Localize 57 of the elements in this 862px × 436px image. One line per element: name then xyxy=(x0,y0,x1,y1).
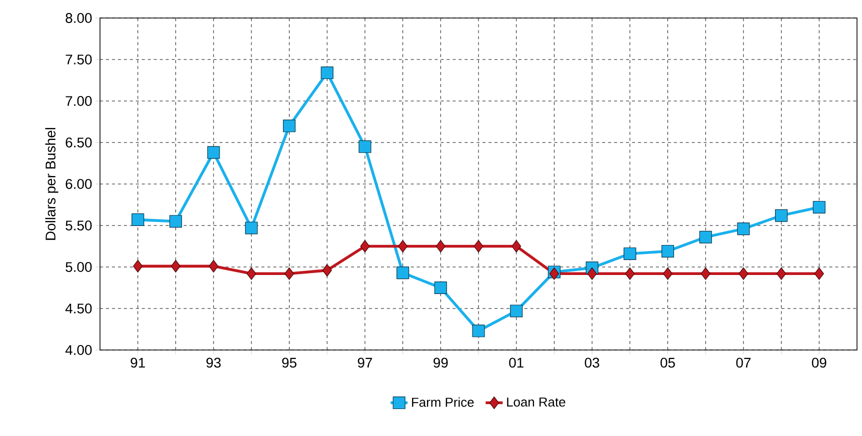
point xyxy=(661,244,674,258)
point xyxy=(436,240,446,253)
x-tick-label: 09 xyxy=(812,358,826,368)
point xyxy=(396,266,410,280)
point xyxy=(169,215,182,228)
point xyxy=(133,260,143,272)
y-tick-label: 6.50 xyxy=(66,138,92,148)
point xyxy=(587,267,597,280)
point xyxy=(434,281,447,294)
y-tick-label: 5.00 xyxy=(66,262,92,272)
point xyxy=(207,146,220,159)
point xyxy=(625,267,635,280)
point xyxy=(737,222,750,236)
point xyxy=(170,260,180,272)
x-tick-label: 05 xyxy=(660,358,675,368)
y-axis-title: Dollars per Bushel xyxy=(45,128,58,240)
y-tick-label: 8.00 xyxy=(66,13,92,23)
point xyxy=(812,200,826,214)
point xyxy=(360,240,370,253)
y-tick-label: 7.50 xyxy=(66,54,92,64)
x-tick-label: 95 xyxy=(282,358,296,368)
x-tick-label: 91 xyxy=(130,358,145,368)
y-tick-label: 5.50 xyxy=(66,220,92,230)
point xyxy=(699,230,712,244)
point xyxy=(284,267,294,280)
point xyxy=(245,222,258,234)
legend-label: Farm Price xyxy=(412,397,474,407)
point xyxy=(208,260,218,272)
point xyxy=(474,240,484,253)
point xyxy=(814,267,824,280)
legend-label: Loan Rate xyxy=(507,398,566,407)
point xyxy=(510,304,523,318)
x-tick-label: 01 xyxy=(509,358,524,368)
point xyxy=(358,140,372,153)
y-tick-label: 4.50 xyxy=(65,304,92,314)
y-tick-label: 4.00 xyxy=(65,345,92,355)
x-tick-label: 97 xyxy=(358,358,372,368)
point xyxy=(398,240,408,253)
point xyxy=(775,209,788,222)
point xyxy=(512,240,522,253)
point xyxy=(132,213,144,226)
point xyxy=(700,267,710,280)
point xyxy=(738,267,748,280)
point xyxy=(776,267,786,280)
x-tick-label: 93 xyxy=(206,358,221,368)
point xyxy=(662,267,673,280)
point xyxy=(322,264,332,277)
point xyxy=(320,66,334,80)
point xyxy=(246,267,256,280)
x-tick-label: 07 xyxy=(736,358,751,368)
y-tick-label: 7.00 xyxy=(66,96,92,106)
x-tick-label: 99 xyxy=(434,358,448,368)
point xyxy=(282,120,296,132)
x-tick-label: 03 xyxy=(584,358,600,368)
point xyxy=(624,247,636,260)
y-tick-label: 6.00 xyxy=(66,179,92,189)
point xyxy=(472,324,485,338)
